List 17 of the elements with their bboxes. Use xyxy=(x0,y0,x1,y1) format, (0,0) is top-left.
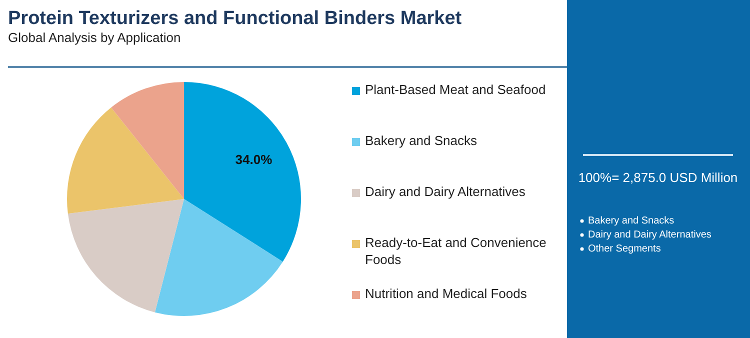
pie-slice xyxy=(111,82,184,199)
text: Other Segments xyxy=(588,244,661,255)
chart-title: Protein Texturizers and Functional Binders Market xyxy=(8,8,462,29)
legend-label: Ready-to-Eat and Convenience Foods xyxy=(365,235,546,268)
text: Bakery and Snacks xyxy=(588,216,674,227)
pie-slice xyxy=(154,199,283,316)
pie-slice xyxy=(68,199,184,312)
pie-slice xyxy=(184,82,301,262)
legend-label: Bakery and Snacks xyxy=(365,133,478,148)
legend-label: Nutrition and Medical Foods xyxy=(365,286,528,302)
legend-label: Dairy and Dairy Alternatives xyxy=(365,184,526,200)
chart-subtitle: Global Analysis by Application xyxy=(8,30,181,45)
pie-slice xyxy=(67,107,184,214)
data-label: 34.0% xyxy=(235,152,273,168)
text: 100%= 2,875.0 USD Million xyxy=(578,170,738,185)
text: Dairy and Dairy Alternatives xyxy=(588,230,712,241)
legend-label: Plant-Based Meat and Seafood xyxy=(365,82,546,98)
